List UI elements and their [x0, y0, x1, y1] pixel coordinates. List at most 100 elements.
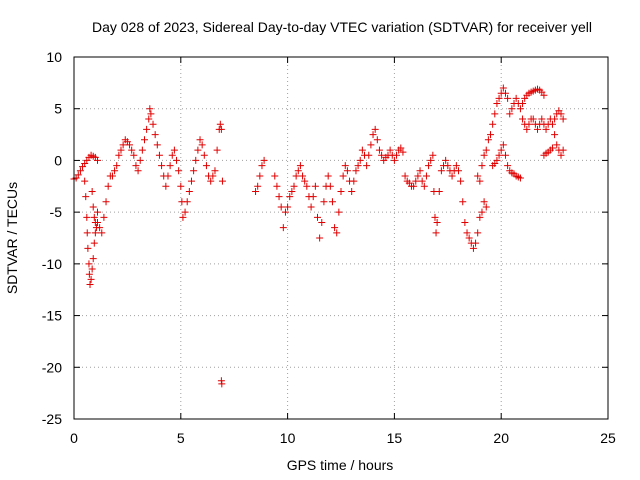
data-point-marker [256, 172, 264, 180]
x-tick-label: 10 [280, 430, 296, 446]
data-point-marker [192, 156, 200, 164]
data-point-marker [484, 136, 492, 144]
data-point-marker [140, 136, 148, 144]
data-point-marker [553, 141, 561, 149]
data-point-marker [301, 177, 309, 185]
data-point-marker [375, 146, 383, 154]
data-point-marker [145, 115, 153, 123]
data-point-marker [177, 182, 185, 190]
data-point-marker [151, 131, 159, 139]
data-point-marker [487, 131, 495, 139]
data-point-marker [88, 187, 96, 195]
y-tick-label: -5 [50, 204, 63, 220]
data-point-marker [115, 151, 123, 159]
data-point-marker [190, 167, 198, 175]
data-point-marker [147, 110, 155, 118]
data-point-marker [416, 167, 424, 175]
data-point-marker [187, 177, 195, 185]
data-point-marker [499, 84, 507, 92]
data-point-marker [399, 148, 407, 156]
data-point-marker [318, 218, 326, 226]
y-tick-label: 5 [54, 101, 62, 117]
data-point-marker [85, 260, 93, 268]
data-point-marker [459, 198, 467, 206]
data-point-marker [432, 229, 440, 237]
data-point-marker [149, 120, 157, 128]
data-point-marker [412, 177, 420, 185]
data-point-marker [85, 270, 93, 278]
data-point-marker [542, 125, 550, 133]
data-point-marker [196, 136, 204, 144]
data-point-marker [540, 91, 548, 99]
y-tick-label: 10 [46, 49, 62, 65]
data-point-marker [519, 100, 527, 108]
data-point-marker [493, 100, 501, 108]
data-point-marker [337, 187, 345, 195]
data-point-marker [198, 141, 206, 149]
data-point-marker [369, 131, 377, 139]
data-point-marker [474, 172, 482, 180]
data-point-marker [331, 224, 339, 232]
data-point-marker [217, 125, 225, 133]
data-point-marker [254, 182, 262, 190]
data-point-marker [397, 144, 405, 152]
data-point-marker [365, 151, 373, 159]
y-tick-label: -10 [42, 256, 62, 272]
data-point-marker [551, 115, 559, 123]
data-point-marker [529, 115, 537, 123]
data-point-marker [343, 167, 351, 175]
data-point-marker [303, 182, 311, 190]
data-point-marker [548, 144, 556, 152]
data-point-marker [100, 213, 108, 221]
data-point-marker [328, 198, 336, 206]
data-point-marker [200, 151, 208, 159]
y-axis-label: SDTVAR / TECUs [4, 182, 20, 294]
data-point-marker [90, 213, 98, 221]
chart-title: Day 028 of 2023, Sidereal Day-to-day VTE… [92, 19, 592, 35]
data-point-marker [202, 162, 210, 170]
data-point-marker [158, 162, 166, 170]
data-point-marker [516, 174, 524, 182]
data-point-marker [86, 281, 94, 289]
data-point-marker [117, 146, 125, 154]
data-point-marker [173, 156, 181, 164]
data-point-marker [279, 224, 287, 232]
data-point-marker [175, 167, 183, 175]
y-tick-label: -15 [42, 308, 62, 324]
data-point-marker [183, 198, 191, 206]
data-point-marker [194, 146, 202, 154]
y-tick-label: 0 [54, 152, 62, 168]
data-point-marker [91, 218, 99, 226]
data-point-marker [457, 177, 465, 185]
x-tick-label: 0 [70, 430, 78, 446]
data-point-marker [523, 125, 531, 133]
data-point-marker [525, 120, 533, 128]
data-point-marker [476, 177, 484, 185]
data-point-marker [373, 136, 381, 144]
data-point-marker [442, 156, 450, 164]
data-point-marker [534, 125, 542, 133]
data-point-marker [111, 167, 119, 175]
data-point-marker [429, 151, 437, 159]
data-point-marker [358, 146, 366, 154]
plot-frame [73, 56, 609, 420]
data-point-marker [433, 218, 441, 226]
data-point-marker [491, 110, 499, 118]
data-point-marker [427, 156, 435, 164]
data-point-marker [286, 193, 294, 201]
data-point-marker [181, 208, 189, 216]
data-point-marker [356, 156, 364, 164]
data-point-marker [378, 151, 386, 159]
data-point-marker [179, 213, 187, 221]
data-point-marker [82, 193, 90, 201]
data-point-marker [138, 146, 146, 154]
data-point-marker [341, 162, 349, 170]
data-point-marker [348, 187, 356, 195]
data-point-marker [501, 151, 509, 159]
data-point-marker [90, 239, 98, 247]
data-point-marker [324, 172, 332, 180]
data-point-marker [335, 208, 343, 216]
data-point-marker [444, 162, 452, 170]
data-point-marker [292, 172, 300, 180]
data-point-marker [252, 187, 260, 195]
